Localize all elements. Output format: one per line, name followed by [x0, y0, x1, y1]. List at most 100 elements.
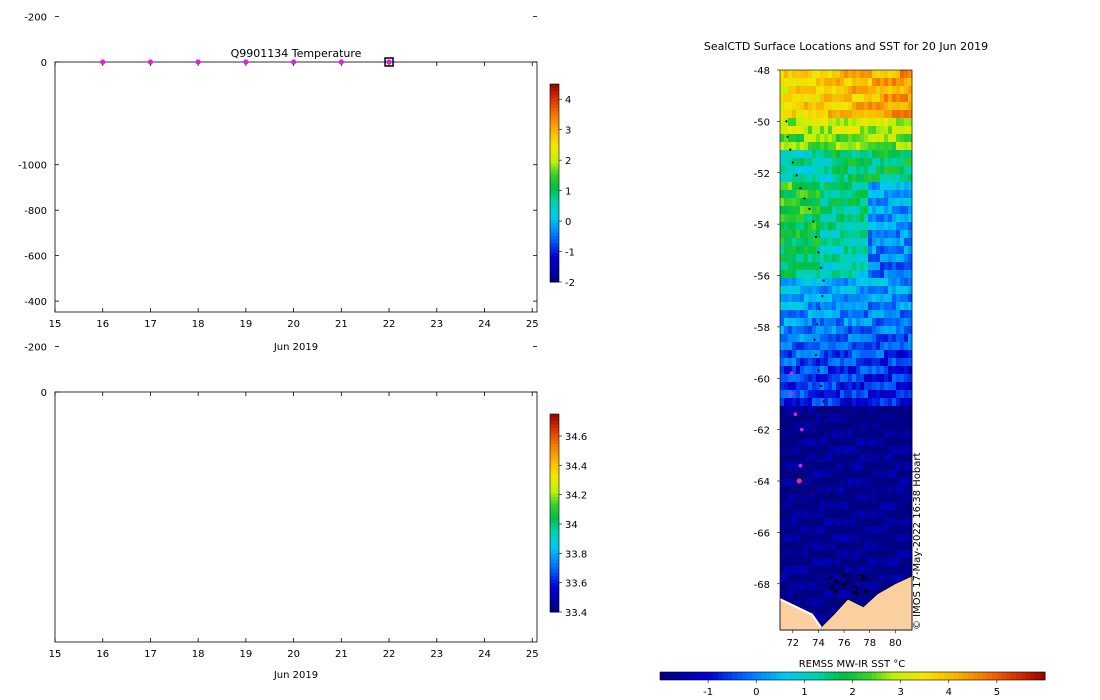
- sst-cell: [852, 334, 857, 343]
- sst-cell: [804, 478, 809, 487]
- sst-colorbar-cell: [1020, 672, 1027, 680]
- track-cluster-point: [844, 581, 848, 585]
- colorbar-cell: [550, 113, 559, 118]
- sst-cell: [820, 422, 825, 431]
- sst-cell: [892, 278, 897, 287]
- sst-cell: [832, 478, 837, 487]
- sst-cell: [828, 190, 833, 199]
- track-point: [791, 161, 794, 164]
- sst-cell: [800, 302, 805, 311]
- sst-cell: [876, 374, 881, 383]
- sst-cell: [864, 502, 869, 511]
- sst-colorbar-cell: [934, 672, 940, 680]
- sst-cell: [796, 566, 801, 575]
- sst-cell: [876, 462, 881, 471]
- sst-cell: [844, 150, 849, 159]
- sst-cell: [856, 558, 861, 567]
- sst-cell: [892, 230, 897, 239]
- sst-cell: [904, 278, 909, 287]
- sst-cell: [900, 510, 905, 519]
- sst-cell: [884, 318, 889, 327]
- sst-cell: [900, 566, 905, 575]
- sst-cell: [856, 398, 861, 407]
- sst-cell: [788, 246, 793, 255]
- sst-cell: [868, 566, 873, 575]
- sst-cell: [904, 70, 909, 79]
- sst-cell: [844, 286, 849, 295]
- sst-cell: [808, 558, 813, 567]
- sst-cell: [880, 342, 885, 351]
- sst-cell: [800, 422, 805, 431]
- sst-cell: [848, 246, 853, 255]
- sst-cell: [860, 230, 865, 239]
- sst-cell: [784, 494, 789, 503]
- sst-cell: [804, 582, 809, 591]
- sst-cell: [852, 510, 857, 519]
- sst-cell: [812, 206, 817, 215]
- sst-cell: [908, 246, 913, 255]
- sst-cell: [848, 126, 853, 135]
- sst-cell: [844, 198, 849, 207]
- sst-cell: [824, 246, 829, 255]
- sst-cell: [856, 70, 861, 79]
- sst-colorbar-cell: [737, 672, 743, 680]
- lon-tick-label: 80: [889, 638, 902, 649]
- sst-cell: [856, 342, 861, 351]
- sst-cell: [864, 206, 869, 215]
- sst-cell: [828, 86, 833, 95]
- sst-cell: [836, 398, 841, 407]
- sst-cell: [868, 134, 873, 143]
- sst-cell: [788, 166, 793, 175]
- sst-cell: [804, 134, 809, 143]
- sst-cell: [848, 526, 853, 535]
- colorbar-cell: [550, 456, 559, 461]
- sst-cell: [828, 526, 833, 535]
- sst-cell: [904, 326, 909, 335]
- sst-cell: [792, 86, 797, 95]
- sst-cell: [896, 438, 901, 447]
- track-cluster-point: [841, 573, 844, 577]
- sst-cell: [796, 142, 801, 151]
- sst-cell: [864, 262, 869, 271]
- sst-cell: [784, 550, 789, 559]
- sst-cell: [868, 422, 873, 431]
- sst-cell: [852, 550, 857, 559]
- sst-cell: [792, 510, 797, 519]
- sst-cell: [904, 246, 909, 255]
- sst-cell: [884, 174, 889, 183]
- sst-cell: [844, 542, 849, 551]
- sst-cell: [852, 182, 857, 191]
- sst-cell: [808, 134, 813, 143]
- sst-cell: [852, 302, 857, 311]
- colorbar-cell: [550, 536, 559, 540]
- sst-cell: [824, 78, 829, 87]
- sst-cell: [836, 374, 841, 383]
- sst-cell: [820, 318, 825, 327]
- sst-cell: [800, 102, 805, 111]
- sst-cell: [840, 358, 845, 367]
- sst-cell: [820, 558, 825, 567]
- sst-cell: [892, 126, 897, 135]
- sst-cell: [856, 390, 861, 399]
- sst-cell: [892, 310, 897, 319]
- sst-cell: [800, 182, 805, 191]
- sst-cell: [808, 550, 813, 559]
- sst-cell: [804, 358, 809, 367]
- sst-cell: [824, 142, 829, 151]
- sst-cell: [808, 358, 813, 367]
- sst-cell: [792, 374, 797, 383]
- sst-colorbar-cell: [679, 672, 685, 680]
- sst-cell: [824, 94, 829, 103]
- sst-cell: [864, 574, 869, 583]
- sst-cell: [844, 454, 849, 463]
- sst-cell: [884, 574, 889, 583]
- sst-cell: [868, 198, 873, 207]
- sst-cell: [800, 598, 805, 607]
- sst-cell: [832, 438, 837, 447]
- sst-cell: [820, 606, 825, 615]
- colorbar-cell: [550, 559, 559, 563]
- sst-cell: [832, 454, 837, 463]
- sst-cell: [808, 430, 813, 439]
- sst-cell: [840, 158, 845, 167]
- sst-cell: [828, 598, 833, 607]
